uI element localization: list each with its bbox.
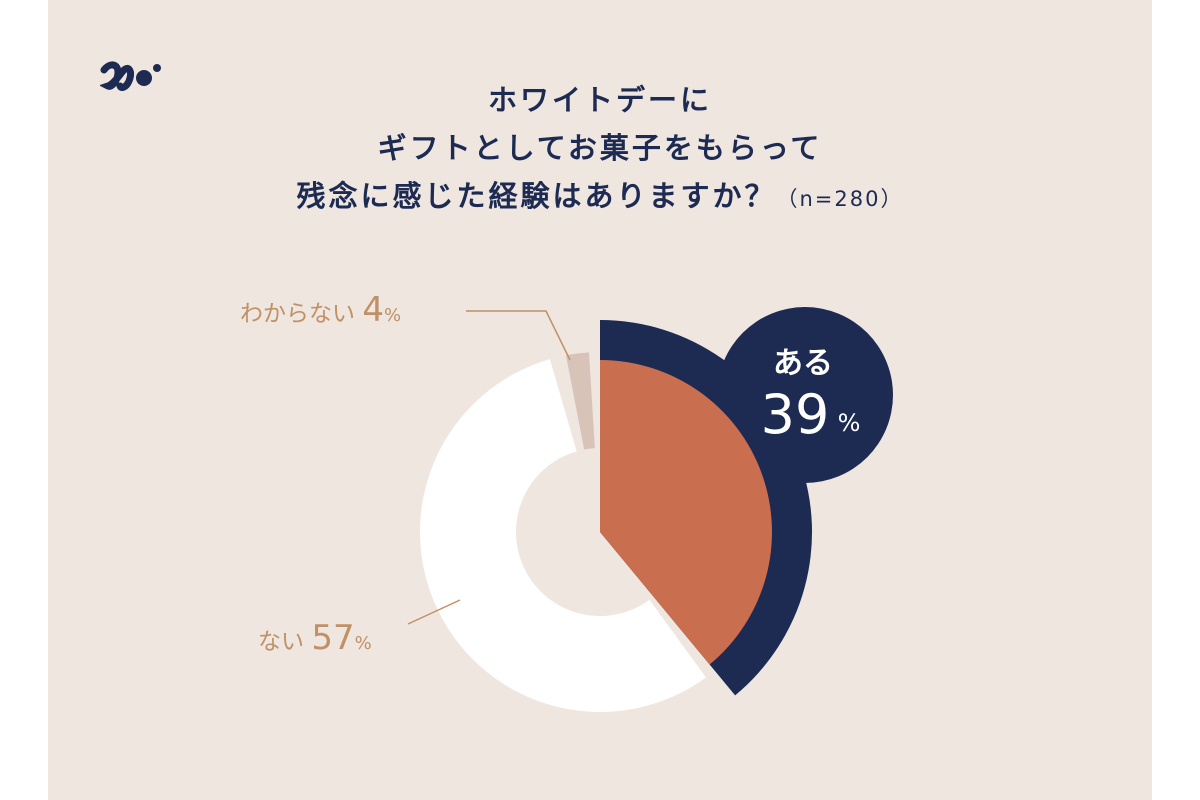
wakaranai-value: 4 xyxy=(362,290,384,330)
aru-label: ある xyxy=(773,346,833,381)
wakaranai-label: わからない 4% xyxy=(240,290,401,330)
slice-aru xyxy=(600,360,772,665)
title-line-3-text: 残念に感じた経験はありますか？ xyxy=(296,179,777,213)
title-line-3: 残念に感じた経験はありますか？（n=280） xyxy=(48,172,1152,223)
wakaranai-name: わからない xyxy=(240,301,362,327)
nai-label: ない 57% xyxy=(258,618,372,658)
slice-nai xyxy=(420,359,707,712)
chart-title: ホワイトデーに ギフトとしてお菓子をもらって 残念に感じた経験はありますか？（n… xyxy=(48,76,1152,223)
nai-value: 57 xyxy=(311,618,354,658)
wakaranai-leader-line xyxy=(466,310,571,361)
nai-name: ない xyxy=(258,629,311,655)
nai-leader-line xyxy=(407,599,461,625)
nai-unit: % xyxy=(355,633,372,654)
wakaranai-unit: % xyxy=(384,305,401,326)
title-line-2: ギフトとしてお菓子をもらって xyxy=(377,131,823,165)
sample-size: （n=280） xyxy=(776,187,904,211)
title-line-1: ホワイトデーに xyxy=(487,83,712,117)
slice-wakaranai xyxy=(565,352,595,450)
aru-value: 39 xyxy=(761,383,830,446)
brand-logo-icon xyxy=(100,61,161,92)
aru-unit: % xyxy=(838,409,861,437)
chart-card: ホワイトデーに ギフトとしてお菓子をもらって 残念に感じた経験はありますか？（n… xyxy=(48,0,1152,800)
